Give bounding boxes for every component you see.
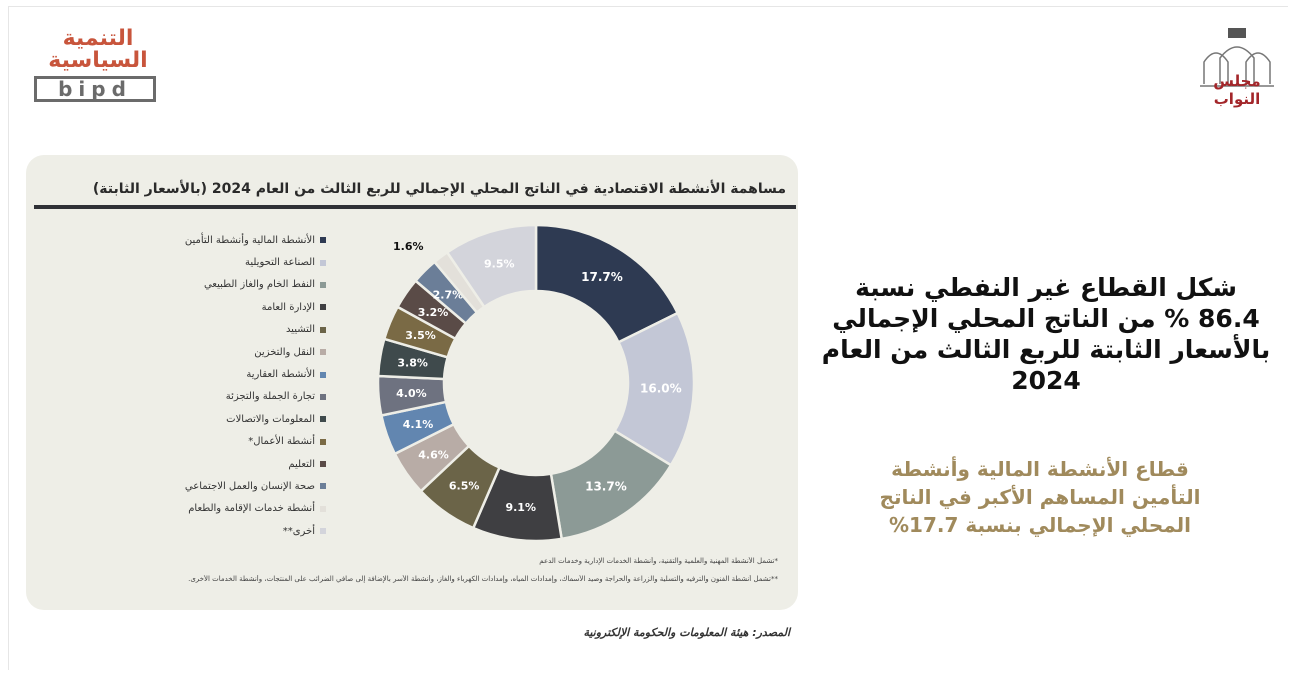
donut-chart: 17.7% 16.0% 13.7% 9.1% 6.5% 4.6% 4.1% 4.0% 3.8% 3… — [376, 223, 696, 543]
legend-swatch — [320, 237, 326, 244]
legend-swatch — [320, 528, 326, 535]
logo-left-arabic-1: التنمية — [62, 26, 134, 51]
slice-label: 4.1% — [403, 418, 434, 431]
slice-label: 4.6% — [418, 449, 449, 462]
bipd-logo: التنمية السياسية bipd — [34, 28, 162, 120]
slice-label: 6.5% — [449, 479, 480, 492]
page-frame — [8, 6, 1288, 670]
slice-label: 4.0% — [396, 387, 427, 400]
legend-label: الصناعة التحويلية — [244, 257, 315, 269]
donut-slice — [445, 223, 538, 309]
legend-item: الأنشطة العقارية — [126, 363, 326, 385]
legend-swatch — [320, 371, 326, 378]
slice-label: 1.6% — [393, 240, 424, 253]
legend-swatch — [320, 416, 326, 423]
slice-label: 3.5% — [405, 329, 436, 342]
legend-label: أنشطة خدمات الإقامة والطعام — [188, 503, 315, 515]
title-divider — [34, 205, 796, 209]
legend-item: النقل والتخزين — [126, 341, 326, 363]
chart-panel: مساهمة الأنشطة الاقتصادية في الناتج المح… — [26, 155, 798, 610]
slice-label: 3.8% — [397, 357, 428, 370]
legend-label: التعليم — [288, 458, 315, 470]
logo-right-name: مجلس النواب — [1213, 72, 1261, 108]
legend-label: الأنشطة العقارية — [246, 369, 315, 381]
slice-label: 16.0% — [640, 381, 682, 395]
legend-swatch — [320, 393, 326, 400]
chart-title: مساهمة الأنشطة الاقتصادية في الناتج المح… — [92, 181, 786, 197]
legend-item: تجارة الجملة والتجزئة — [126, 386, 326, 408]
parliament-logo: مجلس النواب — [1194, 24, 1280, 120]
footnote-2: **تشمل أنشطة الفنون والترفيه والتسلية وا… — [188, 575, 778, 583]
legend-item: التعليم — [126, 453, 326, 475]
subline-text: قطاع الأنشطة المالية وأنشطة التأمين المس… — [879, 457, 1201, 537]
legend-swatch — [320, 349, 326, 356]
legend-label: النفط الخام والغاز الطبيعي — [203, 279, 315, 291]
legend-label: أنشطة الأعمال* — [248, 436, 315, 448]
legend-swatch — [320, 259, 326, 266]
legend-item: النفط الخام والغاز الطبيعي — [126, 274, 326, 296]
legend-item: أخرى** — [126, 520, 326, 542]
source-note: المصدر: هيئة المعلومات والحكومة الإلكترو… — [583, 626, 790, 639]
legend-label: صحة الإنسان والعمل الاجتماعي — [184, 480, 315, 492]
legend-item: الإدارة العامة — [126, 296, 326, 318]
legend-swatch — [320, 483, 326, 490]
legend-item: التشييد — [126, 319, 326, 341]
slice-label: 9.1% — [505, 501, 536, 514]
footnote-1: *تشمل الأنشطة المهنية والعلمية والتقنية،… — [539, 557, 778, 565]
logo-left-latin: bipd — [34, 76, 156, 102]
legend-swatch — [320, 304, 326, 311]
legend-item: الصناعة التحويلية — [126, 251, 326, 273]
slice-label: 2.7% — [433, 288, 464, 301]
legend-item: أنشطة خدمات الإقامة والطعام — [126, 498, 326, 520]
chart-legend: الأنشطة المالية وأنشطة التأمين الصناعة ال… — [126, 229, 326, 542]
legend-label: الأنشطة المالية وأنشطة التأمين — [184, 234, 315, 246]
slice-label: 9.5% — [484, 258, 515, 271]
legend-swatch — [320, 461, 326, 468]
legend-swatch — [320, 326, 326, 333]
legend-label: تجارة الجملة والتجزئة — [225, 391, 315, 403]
legend-swatch — [320, 438, 326, 445]
legend-label: أخرى** — [282, 525, 315, 537]
legend-label: النقل والتخزين — [254, 346, 315, 358]
slice-label: 17.7% — [581, 270, 623, 284]
legend-swatch — [320, 281, 326, 288]
legend-item: الأنشطة المالية وأنشطة التأمين — [126, 229, 326, 251]
logo-left-arabic-2: السياسية — [48, 48, 148, 73]
headline-text: شكل القطاع غير النفطي نسبة 86.4 % من الن… — [821, 273, 1271, 395]
legend-swatch — [320, 505, 326, 512]
parliament-building-icon — [1200, 28, 1274, 87]
legend-item: صحة الإنسان والعمل الاجتماعي — [126, 475, 326, 497]
slice-label: 3.2% — [418, 306, 449, 319]
legend-label: المعلومات والاتصالات — [226, 413, 315, 425]
legend-item: المعلومات والاتصالات — [126, 408, 326, 430]
slice-label: 13.7% — [585, 480, 627, 494]
legend-label: الإدارة العامة — [261, 301, 315, 313]
legend-item: أنشطة الأعمال* — [126, 431, 326, 453]
legend-label: التشييد — [285, 324, 315, 336]
